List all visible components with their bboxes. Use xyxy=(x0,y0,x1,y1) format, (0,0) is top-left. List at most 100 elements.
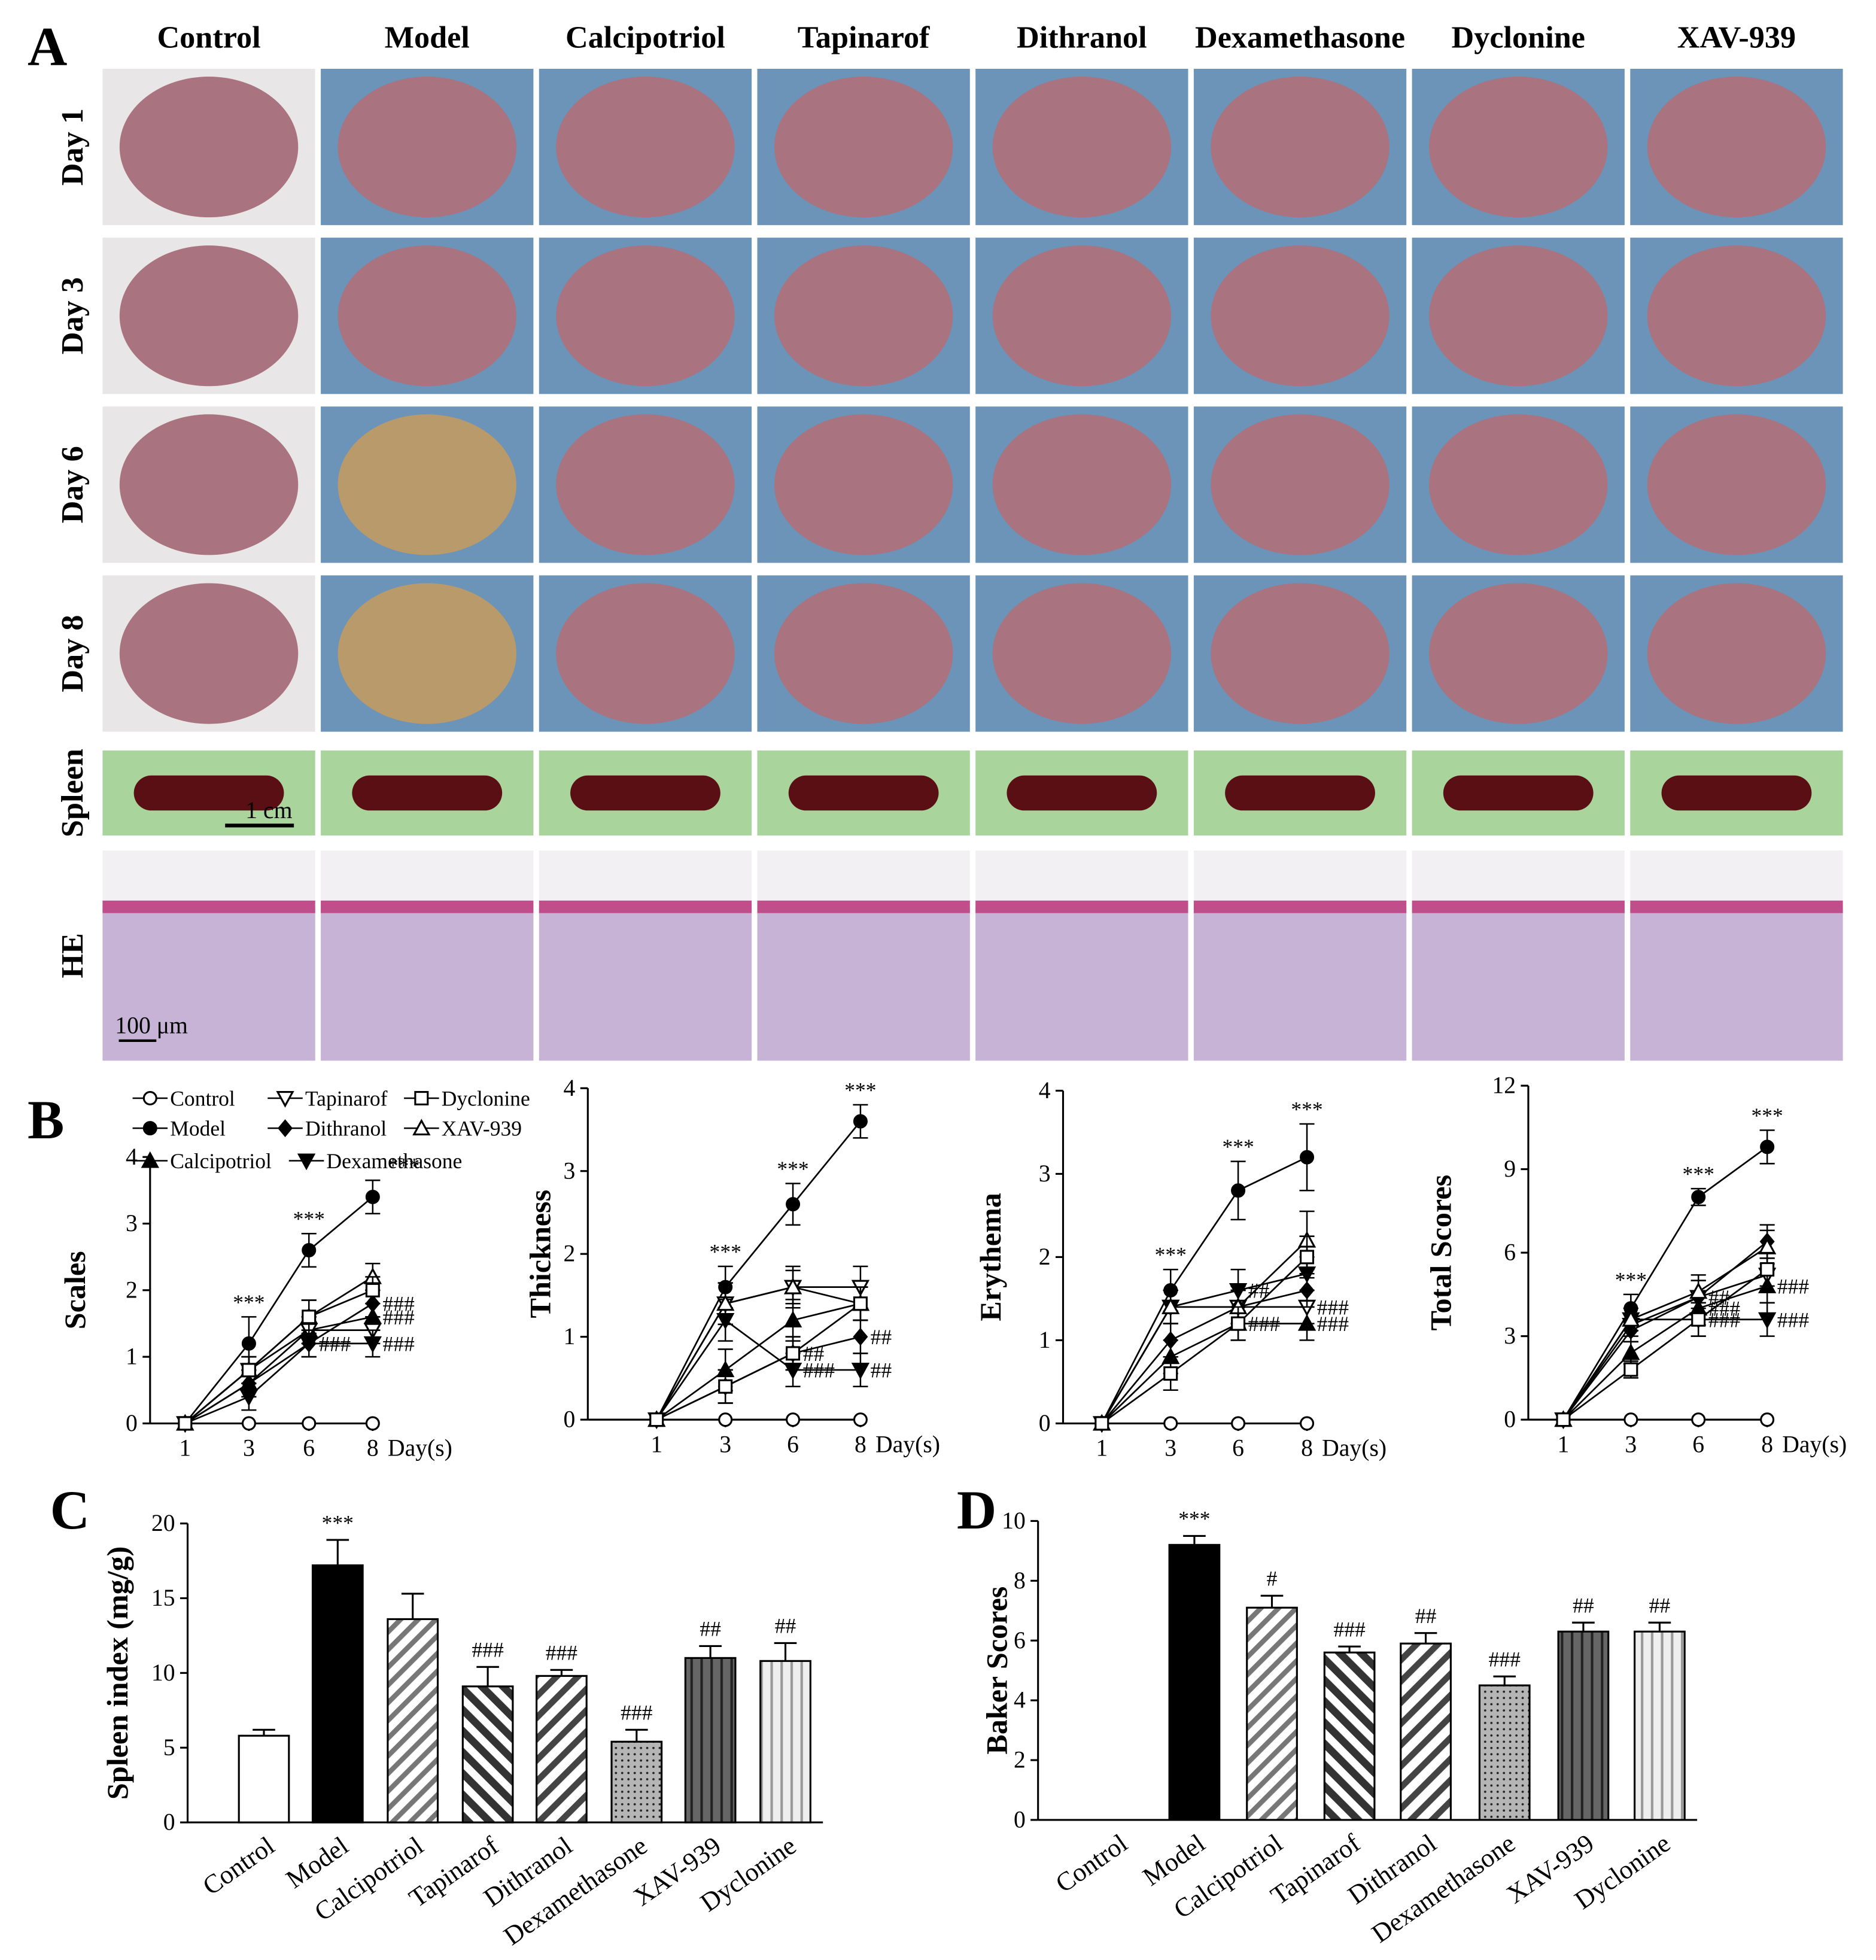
significance-label: ## xyxy=(871,1325,892,1349)
x-tick-label: 1 xyxy=(650,1431,662,1457)
significance-label: ## xyxy=(1248,1279,1270,1303)
bar xyxy=(610,1740,663,1824)
y-tick-label: 0 xyxy=(126,1410,138,1436)
marker xyxy=(142,1090,157,1106)
photo xyxy=(1193,68,1407,226)
y-tick-label: 6 xyxy=(1504,1239,1516,1266)
marker xyxy=(1758,1312,1777,1329)
photo xyxy=(975,850,1188,1061)
y-tick-label: 0 xyxy=(1014,1806,1026,1833)
significance-label: # xyxy=(1267,1567,1278,1591)
y-tick-label: 10 xyxy=(151,1660,175,1686)
photo xyxy=(539,575,752,732)
photo xyxy=(1193,750,1407,836)
x-tick-label: 8 xyxy=(367,1435,379,1461)
marker xyxy=(786,1412,801,1427)
series-line xyxy=(1101,1239,1308,1424)
spleen xyxy=(788,775,939,811)
y-tick-label: 5 xyxy=(163,1734,175,1761)
photo xyxy=(1412,238,1625,394)
legend-label: Control xyxy=(170,1087,235,1111)
series-line xyxy=(1562,1268,1768,1421)
legend-label: XAV-939 xyxy=(442,1117,522,1141)
series-line xyxy=(1562,1146,1768,1420)
tissue xyxy=(975,907,1188,1061)
marker xyxy=(1300,1250,1315,1265)
column-header: Dithranol xyxy=(1017,20,1147,54)
y-axis-label: Baker Scores xyxy=(980,1587,1013,1755)
marker xyxy=(1689,1282,1708,1299)
significance-label: *** xyxy=(293,1207,325,1231)
y-axis-label: Total Scores xyxy=(1424,1175,1457,1330)
x-axis-label: Day(s) xyxy=(388,1435,452,1461)
error-bar xyxy=(1414,1632,1437,1644)
marker xyxy=(718,1412,733,1427)
x-tick-label: 6 xyxy=(303,1435,315,1461)
series-line xyxy=(1101,1156,1308,1424)
significance-label: ### xyxy=(383,1305,415,1329)
photo xyxy=(1412,68,1625,226)
photo xyxy=(539,406,752,563)
marker xyxy=(142,1121,157,1136)
legend-label: Tapinarof xyxy=(305,1087,388,1111)
error-bar xyxy=(1572,1621,1595,1632)
bar xyxy=(759,1660,811,1824)
skin xyxy=(774,245,953,387)
marker xyxy=(783,1277,802,1294)
legend-label: Model xyxy=(170,1117,226,1141)
significance-label: ### xyxy=(319,1332,351,1356)
bar xyxy=(1246,1606,1298,1821)
skin xyxy=(338,77,516,218)
significance-label: *** xyxy=(777,1157,808,1181)
error-bar xyxy=(1493,1675,1516,1686)
y-tick-label: 20 xyxy=(151,1510,175,1536)
marker xyxy=(1691,1412,1706,1427)
y-tick-label: 4 xyxy=(126,1144,138,1170)
marker xyxy=(278,1119,293,1138)
y-tick-label: 8 xyxy=(1014,1567,1026,1594)
x-tick-label: 1 xyxy=(1096,1435,1108,1461)
bar xyxy=(387,1618,439,1824)
error-bar xyxy=(253,1728,275,1736)
epidermis xyxy=(321,900,534,913)
photo xyxy=(539,68,752,226)
tissue xyxy=(1412,907,1625,1061)
photo xyxy=(757,575,970,732)
significance-label: *** xyxy=(1752,1104,1783,1128)
error-bar xyxy=(1260,1594,1284,1608)
x-tick-label: 1 xyxy=(179,1435,191,1461)
y-tick-label: 15 xyxy=(151,1585,175,1611)
marker xyxy=(365,1416,380,1431)
legend-label: Dyclonine xyxy=(442,1087,530,1111)
epidermis xyxy=(1630,900,1843,913)
photo xyxy=(1193,850,1407,1061)
y-axis-label: Spleen index (mg/g) xyxy=(101,1546,134,1800)
row-label: Day 8 xyxy=(55,615,90,692)
significance-label: ### xyxy=(546,1641,578,1665)
skin xyxy=(1211,245,1389,387)
significance-label: *** xyxy=(1155,1243,1187,1267)
error-bar xyxy=(326,1539,349,1566)
y-tick-label: 4 xyxy=(564,1075,576,1101)
series-line xyxy=(184,1196,373,1424)
tissue xyxy=(757,907,970,1061)
significance-label: ### xyxy=(621,1701,653,1725)
epidermis xyxy=(1412,900,1625,913)
marker xyxy=(302,1416,317,1431)
y-tick-label: 2 xyxy=(1039,1244,1051,1270)
y-tick-label: 10 xyxy=(1002,1508,1026,1534)
series-line xyxy=(184,1302,373,1424)
skin xyxy=(556,414,735,555)
series-line xyxy=(1101,1289,1308,1424)
panel-label: C xyxy=(50,1479,90,1540)
significance-label: *** xyxy=(1291,1098,1322,1122)
spleen xyxy=(1443,775,1594,811)
photo xyxy=(1193,406,1407,563)
skin xyxy=(1647,583,1826,724)
skin xyxy=(774,77,953,218)
photo xyxy=(321,850,534,1061)
significance-label: *** xyxy=(322,1511,354,1534)
marker xyxy=(1623,1412,1638,1427)
series-line xyxy=(656,1286,861,1420)
photo xyxy=(1412,750,1625,836)
